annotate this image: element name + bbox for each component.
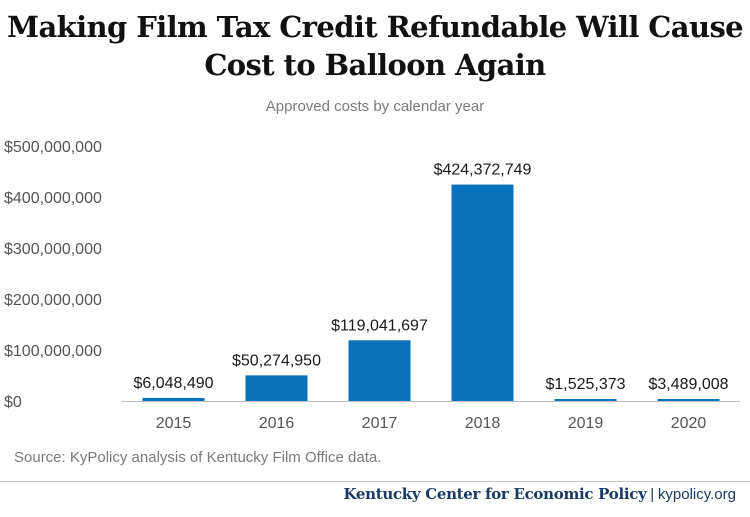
footer-divider	[0, 481, 750, 482]
data-label-2015: $6,048,490	[133, 375, 213, 392]
data-label-2017: $119,041,697	[331, 317, 428, 334]
y-tick-label: $400,000,000	[4, 190, 102, 207]
data-label-2016: $50,274,950	[232, 352, 321, 369]
footer: Kentucky Center for Economic Policy | ky…	[343, 485, 736, 504]
chart-title-line-2: Cost to Balloon Again	[204, 48, 546, 82]
x-tick-label-2018: 2018	[465, 415, 501, 432]
x-tick-label-2020: 2020	[671, 415, 707, 432]
x-tick-label-2015: 2015	[156, 415, 192, 432]
data-label-2020: $3,489,008	[648, 376, 728, 393]
data-label-2018: $424,372,749	[434, 162, 532, 179]
source-note: Source: KyPolicy analysis of Kentucky Fi…	[14, 449, 382, 466]
chart-title-line-1: Making Film Tax Credit Refundable Will C…	[6, 10, 744, 44]
y-tick-label: $300,000,000	[4, 241, 102, 258]
bar-2019	[554, 399, 617, 401]
bar-chart: $0 $100,000,000 $200,000,000 $300,000,000 $4…	[4, 139, 740, 432]
bar-2016	[245, 375, 308, 401]
chart-title: Making Film Tax Credit Refundable Will C…	[0, 8, 750, 84]
bar-2020	[657, 399, 720, 401]
y-tick-label: $100,000,000	[4, 343, 102, 360]
x-tick-label-2019: 2019	[568, 415, 604, 432]
footer-separator: |	[650, 486, 655, 503]
x-tick-label-2017: 2017	[362, 415, 398, 432]
x-tick-label-2016: 2016	[259, 415, 295, 432]
y-tick-label: $500,000,000	[4, 139, 102, 156]
chart-subtitle: Approved costs by calendar year	[265, 98, 485, 115]
footer-org-name: Kentucky Center for Economic Policy	[343, 485, 647, 503]
footer-website: kypolicy.org	[657, 486, 736, 503]
data-label-2019: $1,525,373	[545, 376, 625, 393]
bar-2017	[348, 340, 411, 401]
y-tick-label: $0	[4, 394, 22, 411]
bar-2018	[451, 184, 514, 401]
bar-2015	[142, 397, 205, 401]
y-tick-label: $200,000,000	[4, 292, 102, 309]
